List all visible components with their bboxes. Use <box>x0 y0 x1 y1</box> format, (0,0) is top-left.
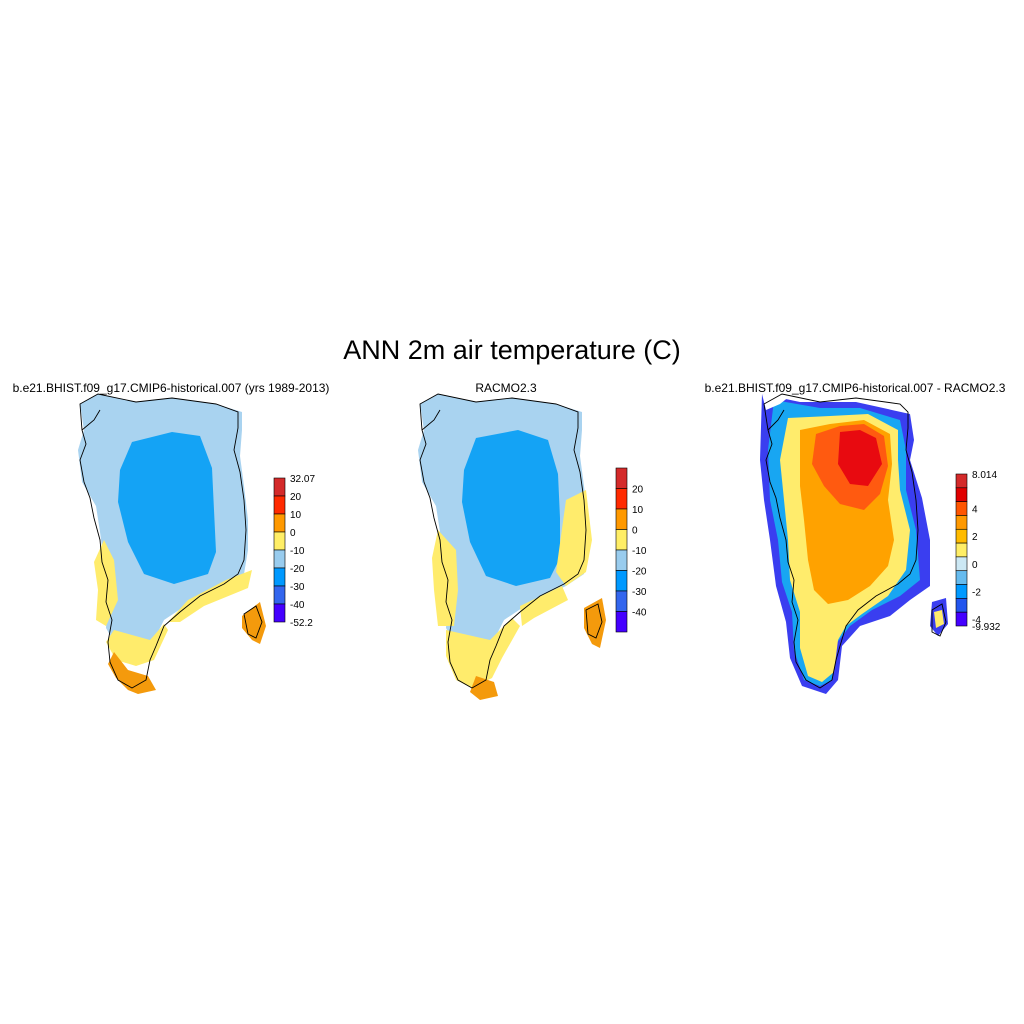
colorbar-label: -2 <box>972 587 981 598</box>
figure-title: ANN 2m air temperature (C) <box>343 335 681 365</box>
colorbar-box <box>615 570 628 592</box>
colorbar-box <box>615 611 628 633</box>
colorbar-box <box>955 528 968 544</box>
colorbar-label: -10 <box>632 546 647 557</box>
colorbar-label: 4 <box>972 505 978 516</box>
colorbar-model: 32.07 20 10 0 -10 -20 -30 -40 -52.2 <box>273 474 315 629</box>
colorbar-box <box>615 467 628 489</box>
colorbar-box <box>955 611 968 627</box>
colorbar-label: 10 <box>632 505 644 516</box>
colorbar-box <box>955 473 968 489</box>
colorbar-box <box>955 542 968 558</box>
colorbar-box <box>955 487 968 502</box>
colorbar-label: 0 <box>632 526 638 537</box>
temperature-field <box>418 394 606 700</box>
colorbar-box <box>955 515 968 530</box>
colorbar-label: -52.2 <box>290 618 313 629</box>
colorbar-box <box>615 549 628 571</box>
colorbar-label: -30 <box>632 587 647 598</box>
colorbar-box <box>955 570 968 585</box>
colorbar-box <box>955 584 968 599</box>
colorbar-label: 2 <box>972 532 978 543</box>
colorbar-label: -30 <box>290 582 305 593</box>
coastline <box>79 393 263 689</box>
colorbar-label: 8.014 <box>972 470 997 481</box>
colorbar-box <box>273 495 286 515</box>
panel-title-racmo: RACMO2.3 <box>475 381 537 395</box>
colorbar-box <box>955 556 968 572</box>
colorbar-box <box>955 598 968 613</box>
map-panel-racmo <box>418 393 606 700</box>
colorbar-label: 10 <box>290 510 302 521</box>
colorbar-label: 0 <box>290 528 296 539</box>
colorbar-box <box>615 508 628 530</box>
colorbar-box <box>273 513 286 533</box>
colorbar-label: 20 <box>632 485 644 496</box>
map-panel-difference <box>760 393 948 694</box>
colorbar-racmo: 20 10 0 -10 -20 -30 -40 <box>615 467 647 633</box>
colorbar-box <box>273 603 286 623</box>
colorbar-label: -9.932 <box>972 622 1001 633</box>
panel-title-difference: b.e21.BHIST.f09_g17.CMIP6-historical.007… <box>704 381 1006 395</box>
colorbar-box <box>273 585 286 605</box>
colorbar-box <box>615 529 628 551</box>
colorbar-box <box>615 590 628 612</box>
colorbar-box <box>955 501 968 516</box>
colorbar-box <box>273 531 286 551</box>
colorbar-label: 20 <box>290 492 302 503</box>
coastline <box>419 393 603 689</box>
colorbar-label: -20 <box>290 564 305 575</box>
colorbar-label: -10 <box>290 546 305 557</box>
colorbar-box <box>273 549 286 569</box>
panel-title-model: b.e21.BHIST.f09_g17.CMIP6-historical.007… <box>12 381 330 395</box>
difference-field <box>760 394 948 694</box>
colorbar-box <box>273 567 286 587</box>
colorbar-box <box>273 477 286 497</box>
colorbar-label: 32.07 <box>290 474 315 485</box>
colorbar-label: 0 <box>972 560 978 571</box>
map-panel-model <box>78 393 266 694</box>
temperature-field <box>78 394 266 694</box>
colorbar-box <box>615 488 628 510</box>
colorbar-label: -4 <box>972 615 981 626</box>
colorbar-difference: 8.014 4 2 0 -2 -4-9.932 <box>955 470 1001 633</box>
colorbar-label: -40 <box>632 608 647 619</box>
colorbar-label: -40 <box>290 600 305 611</box>
coastline <box>763 393 947 689</box>
colorbar-label: -20 <box>632 567 647 578</box>
